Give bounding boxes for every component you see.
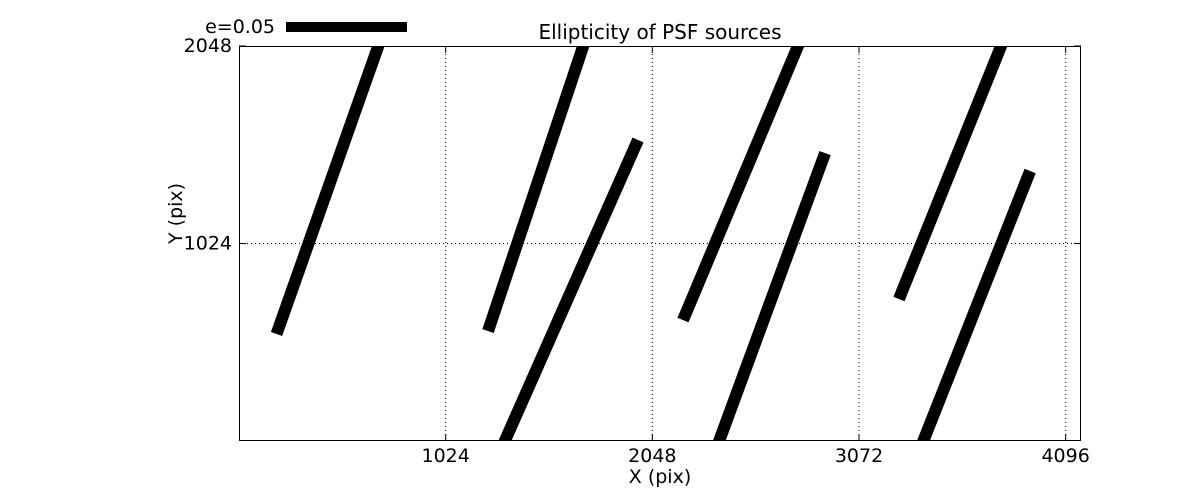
scale-legend-bar: [286, 22, 407, 32]
x-tick-label: 2048: [628, 445, 676, 467]
ellipticity-whisker: [712, 150, 831, 441]
scale-legend: e=0.05: [0, 16, 407, 38]
scale-legend-label: e=0.05: [205, 16, 275, 38]
x-tick-label: 1024: [421, 445, 469, 467]
y-tick-label: 2048: [184, 35, 232, 57]
plot-title: Ellipticity of PSF sources: [538, 20, 782, 44]
x-tick-label: 4096: [1041, 445, 1089, 467]
ellipticity-whisker: [482, 46, 590, 333]
ellipticity-whisker: [677, 46, 805, 323]
ellipticity-whisker: [498, 137, 644, 441]
y-tick-label: 1024: [184, 233, 232, 255]
x-tick-label: 3072: [835, 445, 883, 467]
ellipticity-whisker: [270, 46, 385, 336]
ellipticity-whisker: [893, 46, 1008, 302]
x-axis-label: X (pix): [628, 466, 692, 488]
ellipticity-whisker: [916, 168, 1036, 441]
